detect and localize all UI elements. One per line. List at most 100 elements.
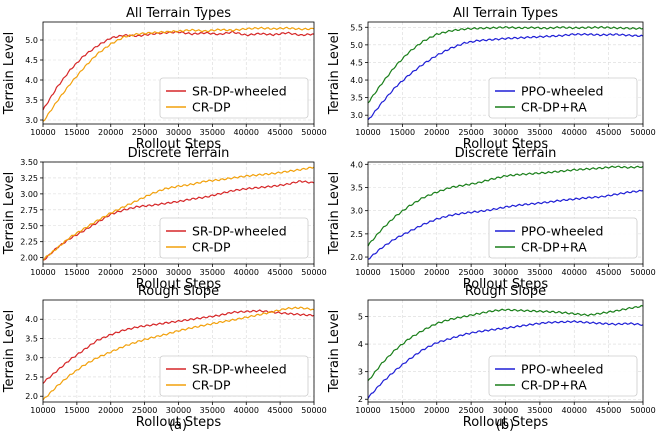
legend-label: CR-DP (192, 378, 231, 393)
chart-title: All Terrain Types (453, 6, 558, 21)
x-tick-label: 45000 (267, 128, 292, 137)
legend-label: CR-DP (192, 240, 231, 255)
y-axis-label: Terrain Level (2, 310, 17, 393)
x-tick-label: 45000 (596, 268, 621, 277)
x-axis-label: Rollout Steps (136, 415, 222, 430)
x-tick-label: 15000 (64, 406, 89, 415)
x-tick-label: 40000 (562, 128, 587, 137)
y-tick-label: 3 (358, 368, 363, 377)
series-line-cr-dp (42, 306, 315, 401)
y-tick-label: 2.75 (20, 206, 38, 215)
x-axis-label: Rollout Steps (463, 415, 549, 430)
x-tick-label: 15000 (64, 128, 89, 137)
x-tick-label: 25000 (132, 268, 157, 277)
x-tick-label: 30000 (166, 406, 191, 415)
x-axis-label: Rollout Steps (136, 277, 222, 292)
y-tick-label: 4 (358, 340, 363, 349)
legend-box (159, 77, 309, 119)
x-tick-label: 25000 (458, 406, 483, 415)
y-tick-label: 2.0 (25, 392, 38, 401)
x-tick-label: 40000 (562, 268, 587, 277)
y-tick-label: 2.5 (25, 373, 38, 382)
x-tick-label: 50000 (301, 128, 326, 137)
y-tick-label: 2.00 (20, 254, 38, 263)
series-line-ppo-wheeled (367, 189, 644, 260)
y-axis-label: Terrain Level (327, 172, 342, 255)
chart-3: 10000 15000 20000 25000 30000 35000 40000 45000… (2, 146, 327, 292)
series-line-ppo-wheeled (367, 320, 644, 399)
y-tick-label: 5.0 (25, 36, 38, 45)
y-tick-label: 4.0 (350, 76, 363, 85)
y-tick-label: 5 (358, 313, 363, 322)
chart-title: Discrete Terrain (128, 146, 230, 161)
x-tick-label: 30000 (493, 406, 518, 415)
y-tick-label: 4.0 (350, 160, 363, 169)
y-tick-label: 3.0 (25, 116, 38, 125)
legend-label: CR-DP+RA (521, 240, 587, 255)
series-line-cr-dp-ra (367, 165, 644, 247)
x-tick-label: 35000 (527, 128, 552, 137)
y-tick-label: 3.50 (20, 158, 38, 167)
chart-2: 10000 15000 20000 25000 30000 35000 40000 45000… (327, 6, 656, 152)
x-tick-label: 10000 (30, 128, 55, 137)
x-tick-label: 25000 (132, 128, 157, 137)
x-tick-label: 45000 (596, 406, 621, 415)
legend-label: SR-DP-wheeled (192, 362, 287, 377)
y-tick-label: 3.5 (350, 184, 363, 193)
legend-box (488, 77, 638, 119)
x-tick-label: 45000 (596, 128, 621, 137)
x-tick-label: 45000 (267, 406, 292, 415)
chart-4: 10000 15000 20000 25000 30000 35000 40000 45000… (327, 146, 656, 292)
chart-6: 10000 15000 20000 25000 30000 35000 40000 45000… (327, 284, 656, 430)
y-tick-label: 2 (358, 395, 363, 404)
x-tick-label: 20000 (98, 406, 123, 415)
legend-label: PPO-wheeled (521, 84, 603, 99)
legend-label: SR-DP-wheeled (192, 224, 287, 239)
legend-box (488, 355, 638, 397)
chart-1: 10000 15000 20000 25000 30000 35000 40000 45000… (2, 6, 327, 152)
x-tick-label: 40000 (234, 128, 259, 137)
y-axis-label: Terrain Level (2, 32, 17, 115)
y-tick-label: 5.0 (350, 41, 363, 50)
legend-box (488, 217, 638, 259)
chart-title: Discrete Terrain (455, 146, 557, 161)
x-tick-label: 40000 (562, 406, 587, 415)
x-tick-label: 20000 (424, 406, 449, 415)
x-axis-label: Rollout Steps (136, 137, 222, 152)
y-tick-label: 4.5 (25, 56, 38, 65)
y-tick-label: 3.00 (20, 190, 38, 199)
legend-label: PPO-wheeled (521, 362, 603, 377)
y-tick-label: 3.0 (350, 111, 363, 120)
x-tick-label: 20000 (98, 268, 123, 277)
x-tick-label: 25000 (458, 268, 483, 277)
chart-title: Rough Slope (138, 284, 219, 299)
chart-title: Rough Slope (465, 284, 546, 299)
series-line-cr-dp-ra (367, 25, 644, 104)
x-tick-label: 15000 (390, 268, 415, 277)
y-axis-label: Terrain Level (327, 310, 342, 393)
y-axis-label: Terrain Level (327, 32, 342, 115)
x-tick-label: 10000 (30, 268, 55, 277)
series-line-sr-dp-wheeled (42, 30, 314, 111)
legend-box (159, 217, 309, 259)
legend-box (159, 355, 309, 397)
x-tick-label: 10000 (355, 128, 380, 137)
x-tick-label: 35000 (200, 406, 225, 415)
x-tick-label: 40000 (234, 406, 259, 415)
x-tick-label: 50000 (301, 406, 326, 415)
y-tick-label: 4.5 (350, 58, 363, 67)
x-tick-label: 25000 (458, 128, 483, 137)
x-tick-label: 15000 (64, 268, 89, 277)
x-tick-label: 20000 (424, 128, 449, 137)
x-tick-label: 40000 (234, 268, 259, 277)
y-tick-label: 4.0 (25, 315, 38, 324)
y-tick-label: 3.5 (25, 96, 38, 105)
y-tick-label: 3.0 (350, 207, 363, 216)
legend-label: PPO-wheeled (521, 224, 603, 239)
y-tick-label: 3.0 (25, 354, 38, 363)
y-tick-label: 3.5 (25, 334, 38, 343)
legend-label: CR-DP+RA (521, 100, 587, 115)
